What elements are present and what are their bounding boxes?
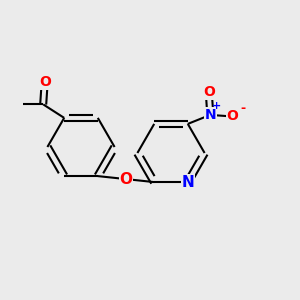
Text: O: O — [119, 172, 133, 187]
Text: O: O — [39, 75, 51, 89]
Text: +: + — [212, 101, 221, 111]
Text: O: O — [203, 85, 215, 99]
Text: N: N — [205, 108, 216, 122]
Text: N: N — [182, 175, 194, 190]
Text: O: O — [226, 110, 238, 123]
Text: -: - — [240, 101, 245, 115]
